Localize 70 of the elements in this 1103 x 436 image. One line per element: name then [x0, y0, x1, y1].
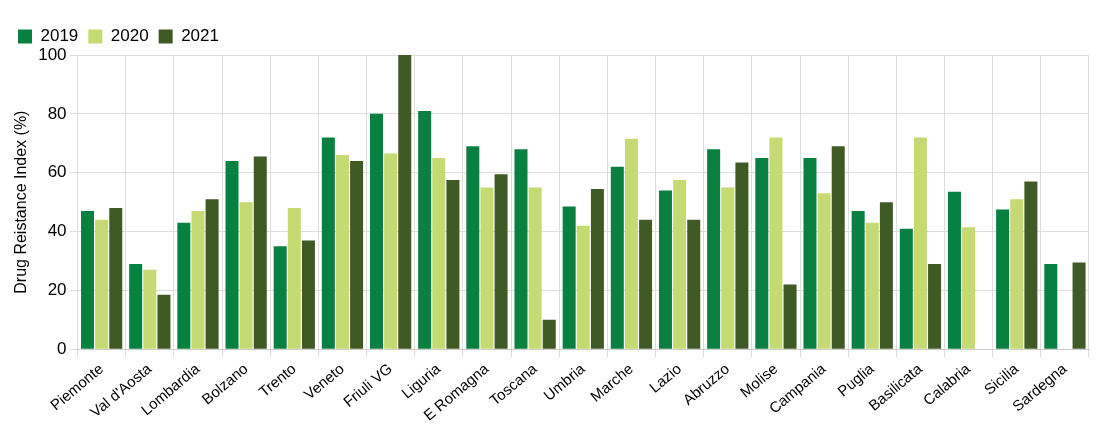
bar: [370, 113, 383, 349]
y-tick-label: 80: [47, 103, 67, 123]
bar: [803, 158, 817, 349]
bar: [962, 227, 976, 349]
bar: [273, 246, 287, 349]
bar: [157, 294, 171, 349]
bar: [528, 187, 542, 349]
bar: [542, 319, 556, 349]
bar: [205, 199, 219, 349]
bar: [851, 210, 865, 349]
bar: [755, 158, 769, 349]
bar: [95, 219, 109, 349]
bar: [624, 138, 638, 349]
bar: [928, 263, 942, 349]
bar: [301, 240, 315, 349]
bar: [480, 187, 494, 349]
y-axis-title: Drug Reistance Index (%): [12, 110, 30, 294]
bar: [1024, 181, 1038, 349]
bar: [253, 156, 267, 349]
bar: [879, 202, 893, 349]
y-tick-label: 60: [47, 162, 67, 182]
bar: [466, 146, 480, 349]
bar: [721, 187, 735, 349]
bar: [639, 219, 653, 349]
bar: [831, 146, 845, 349]
bar: [673, 180, 687, 349]
bar: [865, 222, 879, 349]
legend-label: 2019: [40, 26, 79, 46]
bar: [817, 193, 831, 349]
bar: [590, 188, 604, 349]
bar: [735, 162, 749, 349]
bar: [129, 263, 143, 349]
bar: [687, 219, 701, 349]
bar: [947, 191, 961, 349]
bar: [177, 222, 191, 349]
bar: [562, 206, 576, 349]
legend-label: 2021: [181, 26, 219, 46]
legend-label: 2020: [110, 26, 149, 46]
bar: [783, 284, 797, 349]
bar: [81, 210, 95, 349]
bar: [384, 153, 398, 349]
bar: [658, 190, 672, 349]
bar: [610, 166, 624, 349]
y-tick-label: 20: [47, 280, 67, 300]
bar: [769, 137, 783, 349]
bar: [432, 158, 446, 349]
bar: [191, 210, 205, 349]
bar: [143, 269, 157, 349]
bar: [350, 160, 364, 349]
bar: [1072, 262, 1086, 349]
bar: [225, 160, 239, 349]
bar: [1010, 199, 1024, 349]
bar: [899, 228, 913, 349]
bar: [913, 137, 927, 349]
bar: [446, 180, 460, 349]
bar: [287, 208, 301, 349]
bar: [576, 225, 590, 349]
bar: [1044, 263, 1058, 349]
bar: [109, 208, 123, 349]
bar: [514, 149, 528, 349]
y-tick-label: 100: [38, 44, 67, 64]
bar: [418, 110, 432, 349]
bar: [335, 155, 349, 349]
bar: [494, 174, 508, 349]
y-tick-label: 0: [57, 338, 67, 358]
bar: [321, 137, 335, 349]
bar: [707, 149, 721, 349]
bar: [996, 209, 1010, 349]
y-tick-label: 40: [47, 221, 67, 241]
bar: [239, 202, 253, 349]
